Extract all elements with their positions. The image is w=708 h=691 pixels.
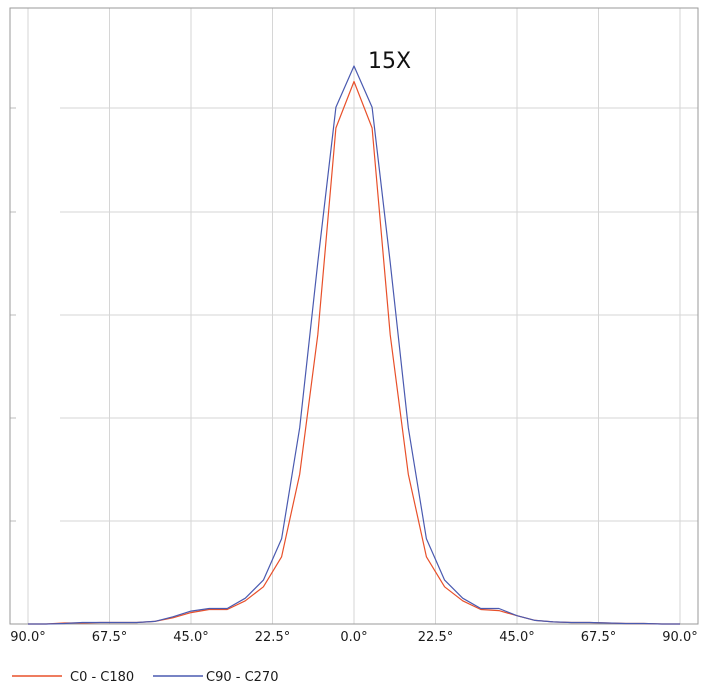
peak-annotation: 15X xyxy=(368,49,411,74)
legend-label-1: C90 - C270 xyxy=(206,670,278,685)
x-tick-label-3: 22.5° xyxy=(255,630,290,645)
x-tick-label-5: 22.5° xyxy=(418,630,453,645)
x-tick-label-8: 90.0° xyxy=(662,630,697,645)
series-layer xyxy=(28,65,680,625)
x-tick-label-2: 45.0° xyxy=(173,630,208,645)
x-tick-label-7: 67.5° xyxy=(581,630,616,645)
x-tick-label-0: 90.0° xyxy=(10,630,45,645)
x-tick-labels: 90.0° 67.5° 45.0° 22.5° 0.0° 22.5° 45.0° 67.5° 9… xyxy=(10,630,697,645)
x-tick-label-6: 45.0° xyxy=(499,630,534,645)
plot-frame xyxy=(9,7,699,625)
x-tick-label-4: 0.0° xyxy=(340,630,367,645)
series-line-c90-c270 xyxy=(28,65,680,625)
x-tick-label-1: 67.5° xyxy=(92,630,127,645)
legend: C0 - C180 C90 - C270 xyxy=(12,670,278,685)
legend-label-0: C0 - C180 xyxy=(70,670,134,685)
grid-layer xyxy=(10,8,698,624)
